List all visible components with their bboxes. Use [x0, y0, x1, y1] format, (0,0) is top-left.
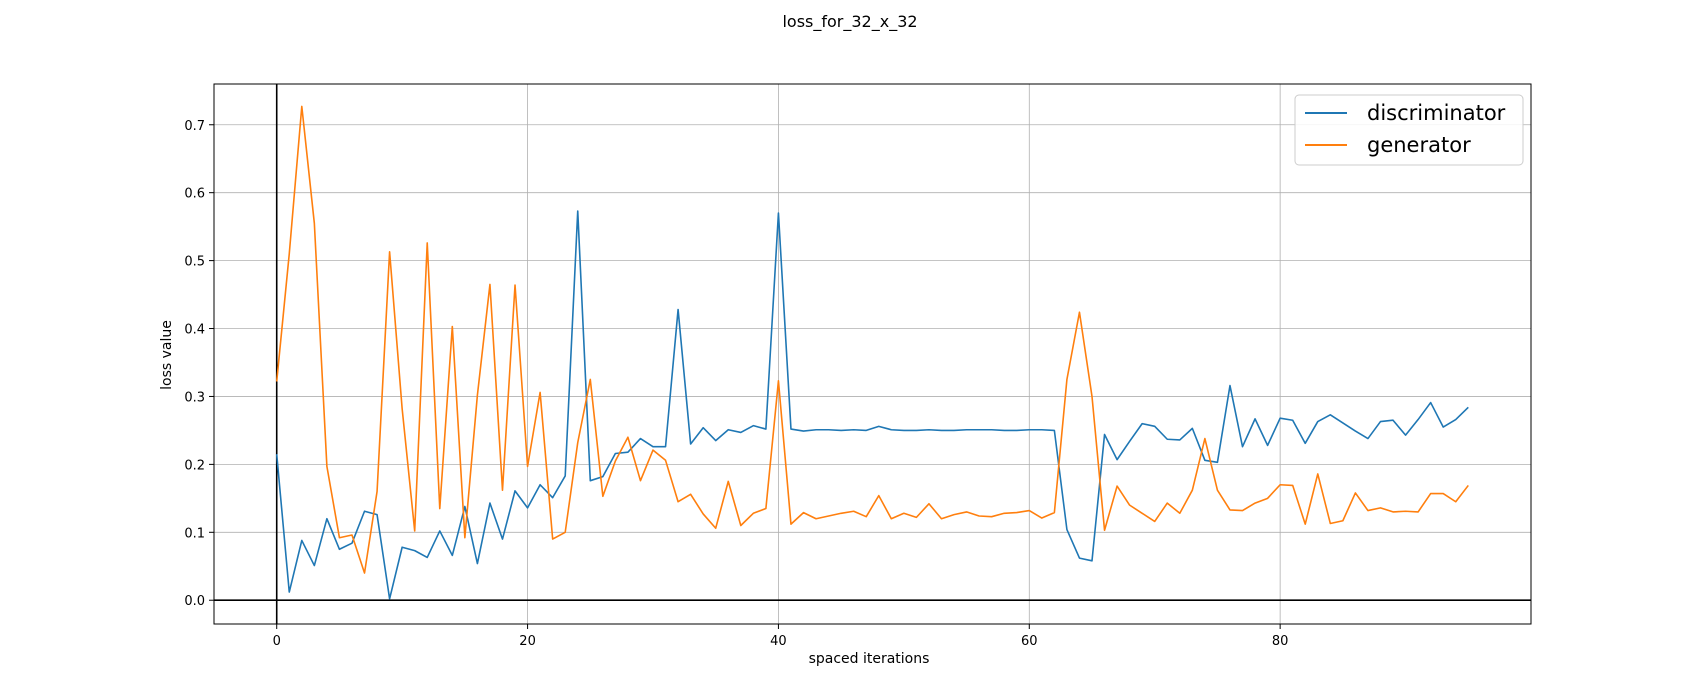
legend-box [1294, 94, 1524, 166]
x-axis-label: spaced iterations [809, 651, 930, 667]
x-tick-label: 80 [1272, 634, 1289, 649]
y-tick-label: 0.4 [184, 323, 205, 338]
x-tick-label: 40 [770, 634, 787, 649]
legend: discriminator generator [1294, 94, 1524, 166]
y-axis-label: loss value [159, 320, 175, 390]
plot-area: 0 20 40 60 80 0.0 0.1 0.2 0.3 0.4 0.5 0.6 0.7 [184, 83, 1532, 649]
legend-label-discriminator: discriminator [1367, 101, 1506, 125]
legend-label-generator: generator [1367, 133, 1471, 157]
y-tick-label: 0.2 [184, 458, 205, 473]
y-tick-label: 0.6 [184, 187, 205, 202]
y-tick-label: 0.3 [184, 390, 205, 405]
series-line-discriminator [275, 210, 1469, 600]
y-tick-label: 0.1 [184, 526, 205, 541]
y-tick-label: 0.7 [184, 119, 205, 134]
series-line-generator [275, 105, 1469, 574]
y-tick-label: 0.5 [184, 255, 205, 270]
plot-frame [213, 83, 1532, 625]
x-tick-label: 20 [519, 634, 536, 649]
plot-background [214, 84, 1531, 624]
chart-title: loss_for_32_x_32 [782, 12, 917, 32]
x-tick-label: 60 [1021, 634, 1038, 649]
y-tick-label: 0.0 [184, 594, 205, 609]
x-tick-label: 0 [273, 634, 281, 649]
